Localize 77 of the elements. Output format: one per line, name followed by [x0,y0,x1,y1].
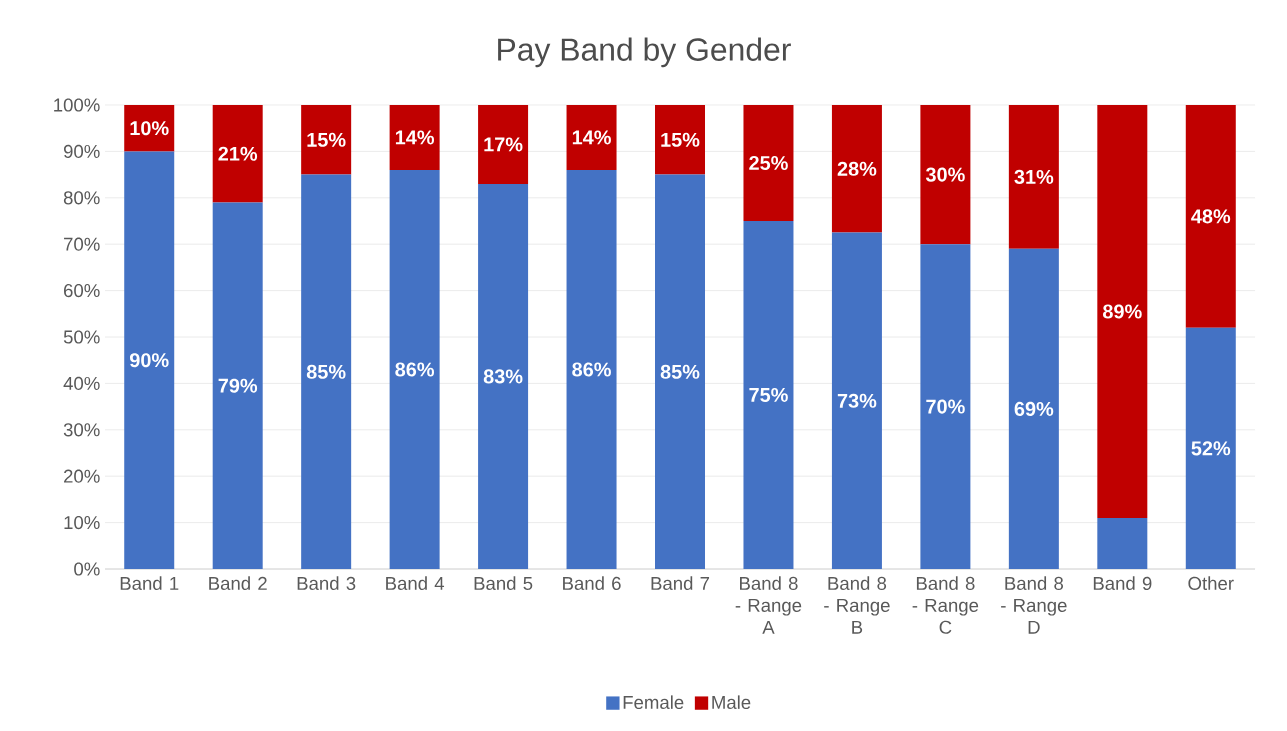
y-tick-label: 80% [63,191,100,205]
bar [478,104,529,184]
data-label: 52% [1191,441,1231,456]
x-tick-label: Band 3 [297,576,356,591]
data-label: 75% [749,387,788,403]
bar [301,174,352,569]
x-tick-label: Band 8 - Range C [912,576,979,634]
data-label: 14% [572,130,611,145]
bar [124,151,175,569]
data-label: 89% [1103,304,1142,319]
data-label: 25% [749,155,788,171]
y-tick-label: 0% [74,562,100,576]
y-tick-label: 60% [64,284,100,298]
bar [831,232,882,569]
data-label: 85% [660,364,700,379]
x-tick-label: Other [1188,576,1234,591]
bar [389,104,440,170]
data-label: 10% [130,121,169,136]
bar [655,104,706,175]
bar [655,174,706,569]
x-tick-label: Band 2 [209,576,267,591]
y-tick-label: 10% [64,516,100,530]
data-label: 17% [484,137,523,152]
bar [831,104,882,233]
bar [212,104,263,203]
x-tick-label: Band 9 [1093,576,1152,591]
data-label: 21% [218,146,258,161]
data-label: 28% [837,161,877,176]
y-tick-label: 70% [64,237,100,251]
data-label: 70% [926,399,965,414]
bar [566,169,617,569]
x-tick-label: Band 6 [563,576,621,591]
y-tick-label: 40% [63,376,100,390]
data-label: 48% [1191,209,1231,224]
legend-label: Male [712,695,751,710]
data-label: 85% [306,364,346,379]
x-tick-label: Band 8 - Range D [1001,576,1067,634]
bar [1097,104,1148,518]
x-tick-label: Band 8 - Range A [735,576,802,634]
y-tick-label: 90% [63,144,100,158]
data-label: 30% [925,167,965,182]
bar [743,104,794,221]
chart-title: Pay Band by Gender [498,37,791,68]
bar [478,183,529,569]
y-tick-label: 100% [54,98,100,112]
x-tick-label: Band 7 [651,576,710,591]
data-label: 86% [395,362,435,377]
data-label: 73% [837,393,877,408]
data-label: 14% [395,130,435,145]
x-tick-label: Band 1 [120,576,179,591]
data-label: 31% [1014,169,1054,184]
bar [743,220,794,569]
bar [1185,104,1236,328]
bar [920,104,971,245]
y-tick-label: 50% [63,330,100,344]
data-label: 69% [1014,401,1054,416]
data-label: 79% [218,378,258,393]
x-tick-label: Band 4 [386,576,445,591]
bar [1008,248,1059,569]
bar [920,244,971,569]
data-label: 90% [129,353,169,368]
bar [566,104,617,170]
bar [212,202,263,569]
data-label: 83% [483,369,523,384]
bar [1097,517,1148,569]
bar [1008,104,1059,249]
bar [301,104,352,175]
data-label: 15% [307,132,346,147]
data-label: 86% [572,362,611,377]
y-tick-label: 20% [64,469,100,483]
x-tick-label: Band 5 [474,576,533,591]
bar [1185,327,1236,569]
bar [389,169,440,569]
legend-label: Female [623,695,684,710]
y-tick-label: 30% [63,423,100,437]
data-label: 15% [661,132,700,147]
x-tick-label: Band 8 - Range B [824,576,890,634]
